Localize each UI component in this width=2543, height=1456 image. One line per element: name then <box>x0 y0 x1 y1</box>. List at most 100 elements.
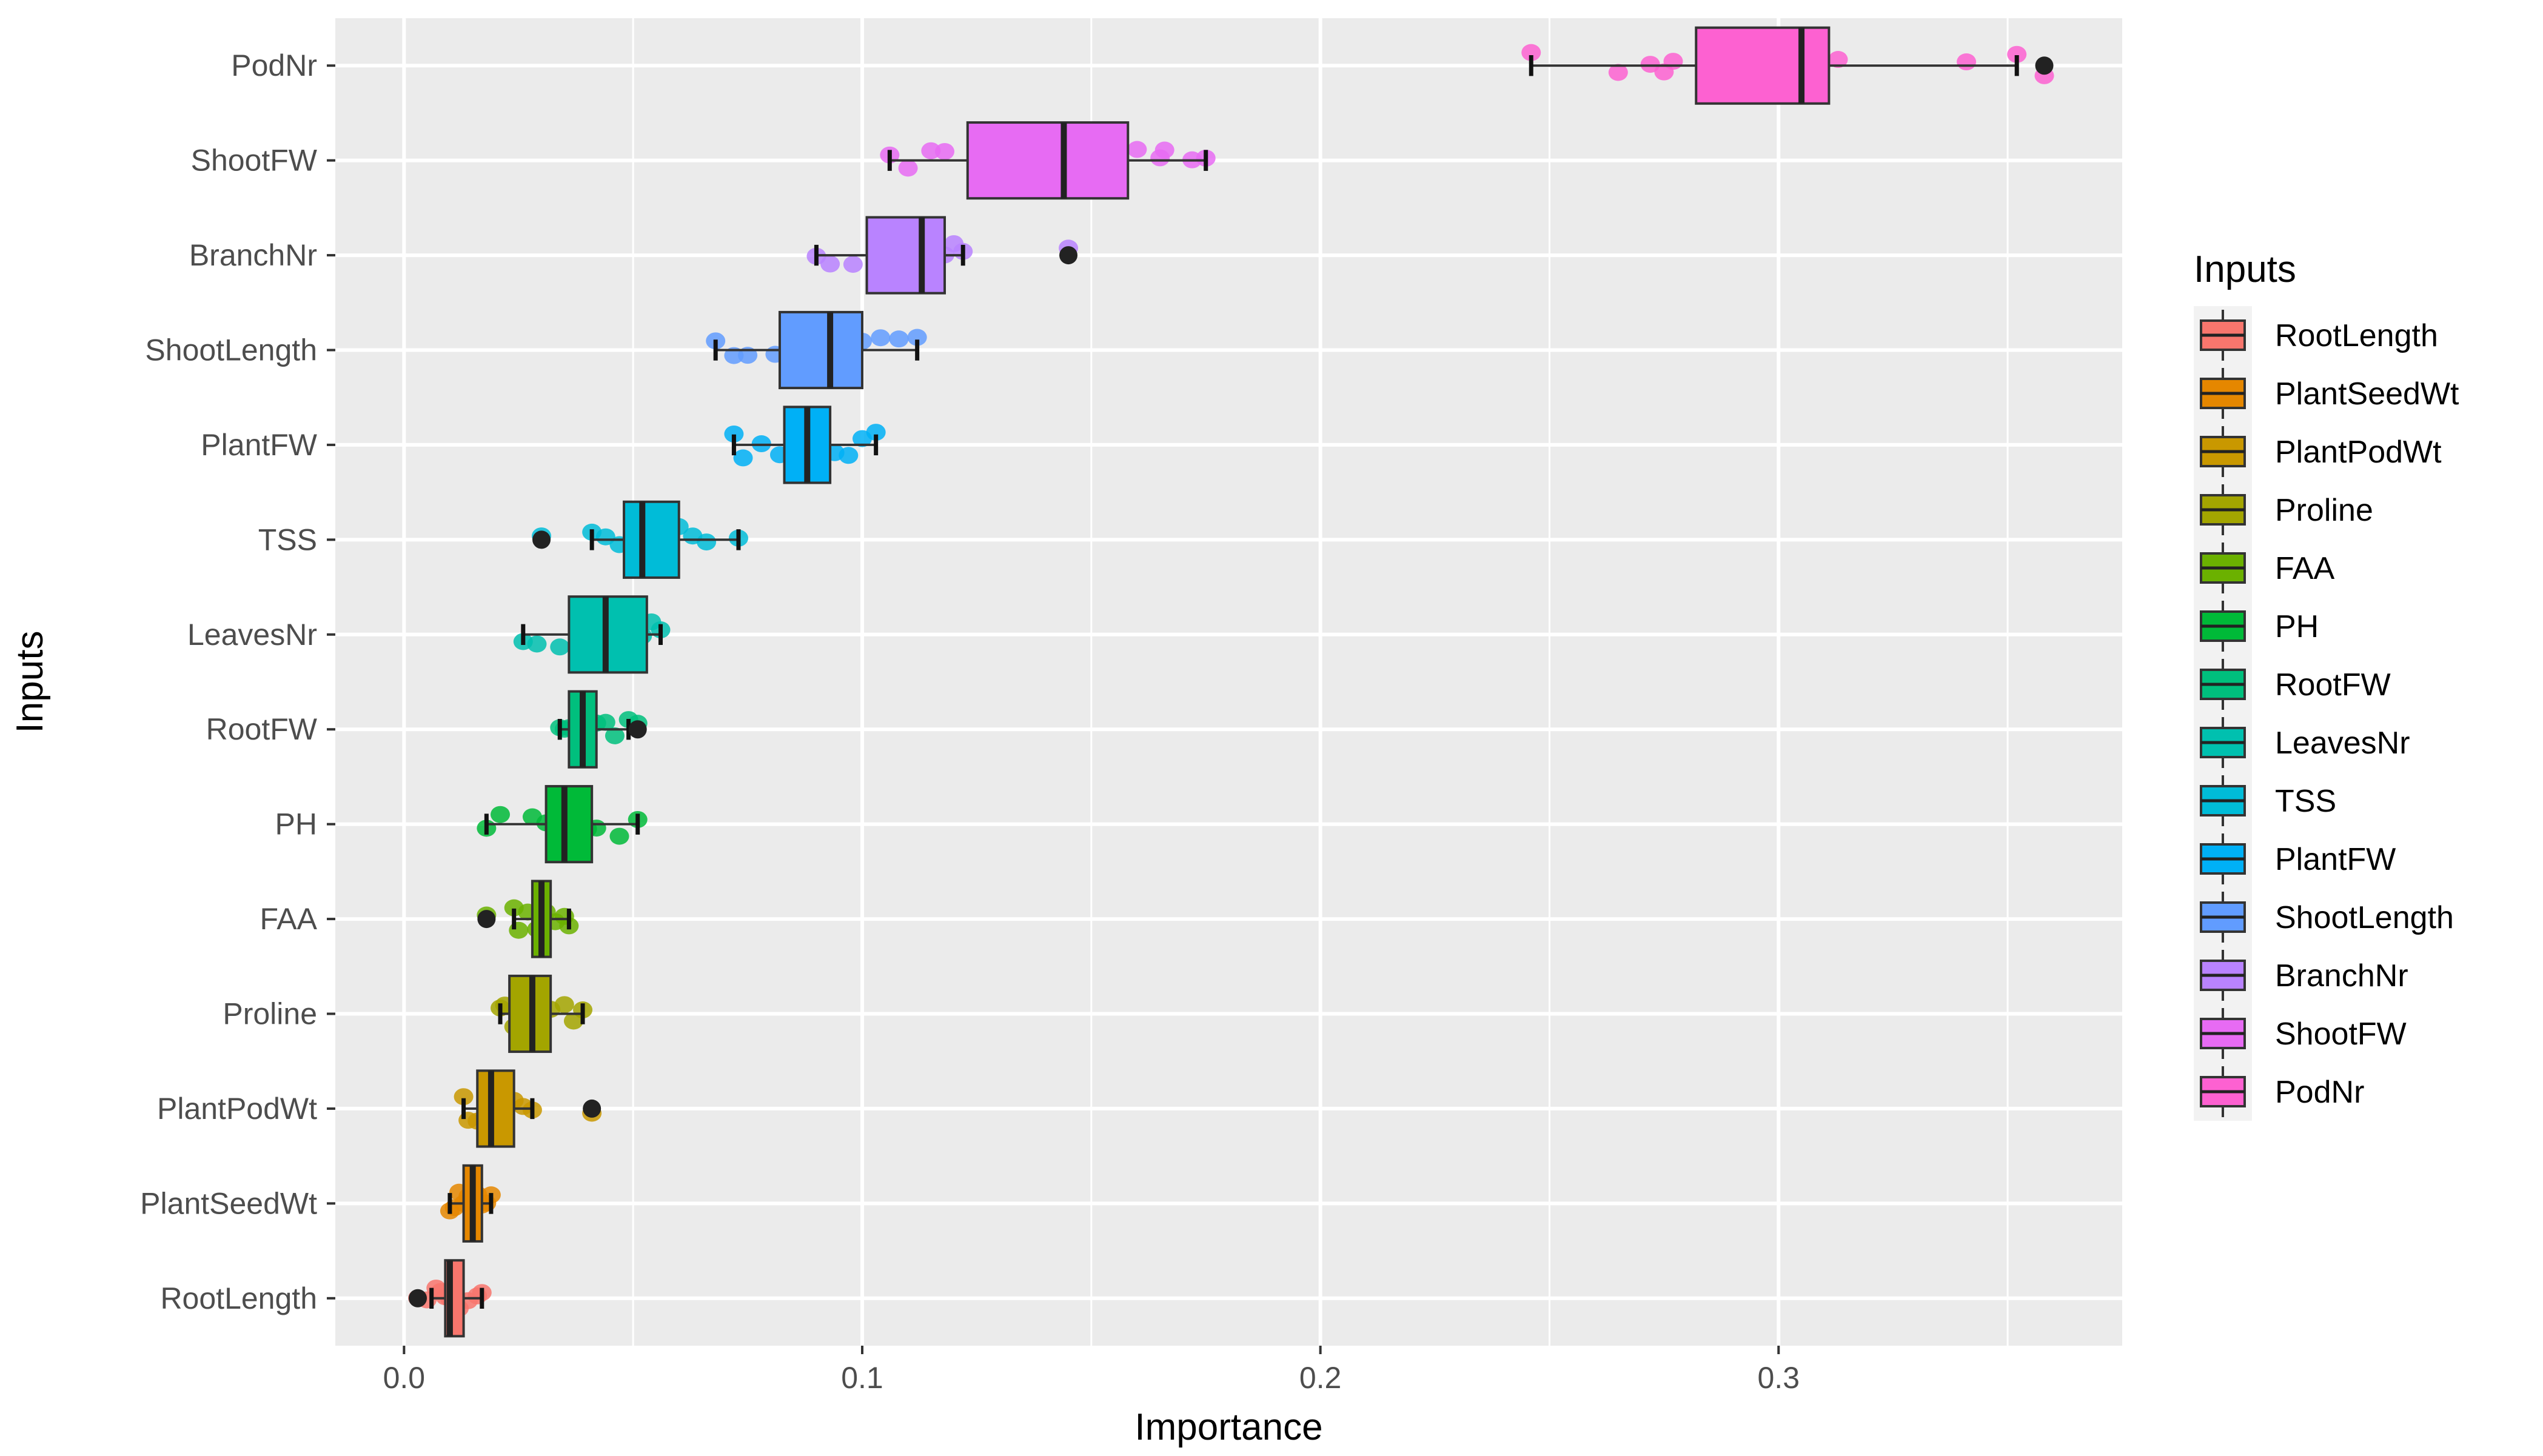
y-tick-label: PodNr <box>231 48 317 82</box>
boxplot-ShootFW <box>887 121 1208 200</box>
data-point <box>527 635 547 653</box>
data-point <box>1828 51 1848 68</box>
y-tick-label: FAA <box>260 902 318 936</box>
y-tick-label: LeavesNr <box>187 618 317 652</box>
boxplot-RootFW <box>557 690 647 769</box>
legend-item-Proline: Proline <box>2194 481 2373 539</box>
legend-label: Proline <box>2275 493 2373 528</box>
data-point <box>554 996 574 1014</box>
data-point <box>509 921 529 939</box>
legend-item-PodNr: PodNr <box>2194 1063 2364 1121</box>
data-point <box>2007 45 2027 63</box>
data-point <box>839 447 859 464</box>
data-point <box>1663 53 1683 70</box>
legend-label: LeavesNr <box>2275 726 2410 761</box>
data-point <box>595 713 615 731</box>
data-point <box>921 142 941 159</box>
data-point <box>1608 64 1628 81</box>
data-point <box>724 347 744 364</box>
x-axis-title: Importance <box>1134 1406 1322 1448</box>
boxplot-LeavesNr <box>521 595 663 674</box>
data-point <box>491 806 511 823</box>
outlier-point <box>477 910 496 929</box>
boxplot-BranchNr <box>814 216 1078 295</box>
legend-item-RootLength: RootLength <box>2194 306 2438 364</box>
data-point <box>454 1088 474 1106</box>
y-tick-label: ShootFW <box>191 144 318 178</box>
y-tick-labels: RootLength PlantSeedWt PlantPodWt Proline FA… <box>140 48 335 1315</box>
boxplot-PlantFW <box>731 406 879 484</box>
legend-item-PlantPodWt: PlantPodWt <box>2194 422 2442 481</box>
legend-label: BranchNr <box>2275 958 2408 993</box>
x-tick-label: 0.1 <box>841 1361 883 1395</box>
legend-label: PlantFW <box>2275 842 2396 877</box>
data-point <box>609 827 629 845</box>
data-point <box>1127 141 1147 158</box>
legend-item-PH: PH <box>2194 597 2319 655</box>
legend-item-ShootLength: ShootLength <box>2194 888 2454 946</box>
boxplot-PlantPodWt <box>461 1069 601 1148</box>
outlier-point <box>1059 246 1078 265</box>
boxplot-TSS <box>532 500 741 579</box>
outlier-point <box>532 530 551 549</box>
data-point <box>820 255 840 273</box>
y-tick-label: PH <box>275 807 317 841</box>
outlier-point <box>2035 56 2054 75</box>
legend-items: RootLength PlantSeedWt PlantPodWt Proline FA… <box>2194 306 2459 1121</box>
legend-item-FAA: FAA <box>2194 539 2335 597</box>
data-point <box>605 727 625 744</box>
boxplot-Proline <box>498 974 585 1054</box>
data-point <box>1154 141 1174 159</box>
data-point <box>843 256 863 273</box>
y-tick-label: RootFW <box>206 712 318 746</box>
plot-panel <box>335 18 2122 1346</box>
box <box>544 785 594 864</box>
legend-label: PodNr <box>2275 1075 2364 1110</box>
data-point <box>889 330 909 348</box>
outlier-point <box>583 1099 601 1118</box>
boxplot-ShootLength <box>713 310 920 390</box>
boxplot-PodNr <box>1529 26 2054 105</box>
data-point <box>871 329 891 347</box>
y-tick-label: PlantFW <box>201 428 318 462</box>
boxplot-PH <box>484 785 640 864</box>
legend-label: RootFW <box>2275 667 2391 703</box>
legend-label: PlantSeedWt <box>2275 376 2459 412</box>
outlier-point <box>628 720 647 739</box>
legend-item-PlantFW: PlantFW <box>2194 830 2396 888</box>
legend-label: PlantPodWt <box>2275 435 2442 470</box>
legend-item-PlantSeedWt: PlantSeedWt <box>2194 364 2459 422</box>
x-tick-label: 0.3 <box>1758 1361 1800 1395</box>
legend-label: ShootLength <box>2275 900 2454 935</box>
box <box>476 1069 515 1148</box>
x-tick-label: 0.0 <box>383 1361 426 1395</box>
legend-label: PH <box>2275 609 2319 644</box>
data-point <box>550 638 570 656</box>
data-point <box>1640 56 1660 73</box>
outlier-point <box>409 1289 427 1307</box>
y-tick-label: TSS <box>258 523 317 556</box>
legend-label: TSS <box>2275 784 2336 819</box>
legend-item-BranchNr: BranchNr <box>2194 946 2408 1004</box>
box <box>778 310 863 390</box>
boxplots <box>409 26 2054 1338</box>
legend-item-LeavesNr: LeavesNr <box>2194 713 2410 772</box>
x-tick-labels: 0.0 0.1 0.2 0.3 <box>383 1346 1800 1395</box>
legend: Inputs RootLength PlantSeedWt PlantPodWt Pr… <box>2194 249 2459 1121</box>
boxplot-RootLength <box>409 1259 484 1338</box>
data-point <box>697 533 717 551</box>
legend-label: ShootFW <box>2275 1017 2407 1052</box>
y-axis-title: Inputs <box>9 631 51 733</box>
data-point <box>907 329 927 346</box>
data-point <box>898 159 918 177</box>
y-tick-label: Proline <box>223 997 317 1031</box>
legend-label: FAA <box>2275 551 2335 586</box>
legend-item-ShootFW: ShootFW <box>2194 1004 2407 1063</box>
boxplot-PlantSeedWt <box>447 1164 494 1243</box>
boxplot-FAA <box>477 880 571 958</box>
data-point <box>866 424 886 441</box>
legend-label: RootLength <box>2275 318 2438 353</box>
legend-item-RootFW: RootFW <box>2194 655 2391 713</box>
box <box>966 121 1130 200</box>
